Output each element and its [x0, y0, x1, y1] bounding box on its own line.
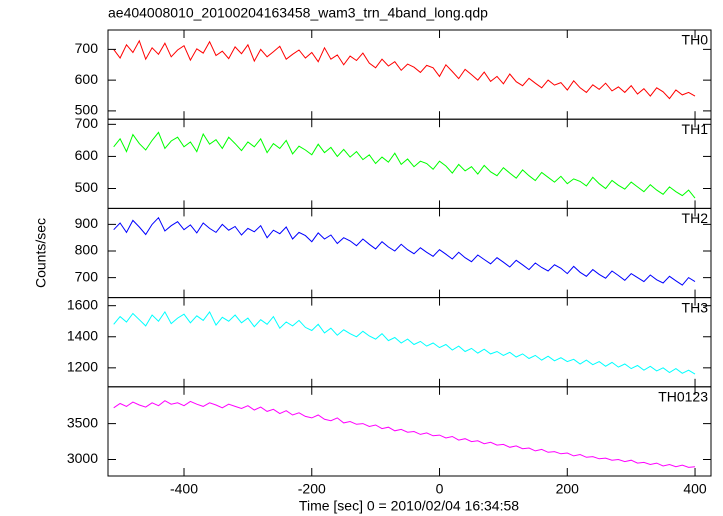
y-tick-label: 700 [75, 268, 99, 284]
panel-label: TH0123 [658, 389, 708, 405]
x-axis-label: Time [sec] 0 = 2010/02/04 16:34:58 [299, 498, 519, 514]
series-line [113, 400, 696, 468]
y-tick-label: 700 [75, 115, 99, 131]
panel-frame [107, 29, 712, 120]
x-tick-label: -200 [298, 481, 326, 497]
y-tick-label: 500 [75, 102, 99, 118]
panel-label: TH2 [682, 210, 709, 226]
panel-label: TH1 [682, 121, 709, 137]
y-tick-label: 600 [75, 147, 99, 163]
panel-frame [107, 118, 712, 209]
panel-label: TH3 [682, 299, 709, 315]
y-tick-label: 900 [75, 215, 99, 231]
x-tick-label: 200 [556, 481, 580, 497]
y-tick-label: 1600 [67, 296, 98, 312]
y-tick-label: 800 [75, 242, 99, 258]
y-tick-label: 700 [75, 40, 99, 56]
series-line [113, 216, 696, 286]
chart-title: ae404008010_20100204163458_wam3_trn_4ban… [108, 5, 488, 21]
panel-frame [107, 207, 712, 299]
x-tick-label: -400 [170, 481, 198, 497]
panel-frame [107, 297, 712, 388]
y-tick-label: 600 [75, 71, 99, 87]
y-tick-label: 1200 [67, 359, 98, 375]
x-tick-label: 400 [683, 481, 707, 497]
x-tick-label: 0 [436, 481, 444, 497]
panel-frame [107, 386, 712, 477]
series-line [113, 131, 696, 199]
panel-label: TH0 [682, 32, 709, 48]
y-tick-label: 3000 [67, 450, 98, 466]
y-tick-label: 500 [75, 179, 99, 195]
series-line [113, 310, 696, 375]
y-tick-label: 1400 [67, 327, 98, 343]
y-tick-label: 3500 [67, 414, 98, 430]
y-axis-label: Counts/sec [33, 218, 49, 288]
series-line [113, 39, 696, 100]
